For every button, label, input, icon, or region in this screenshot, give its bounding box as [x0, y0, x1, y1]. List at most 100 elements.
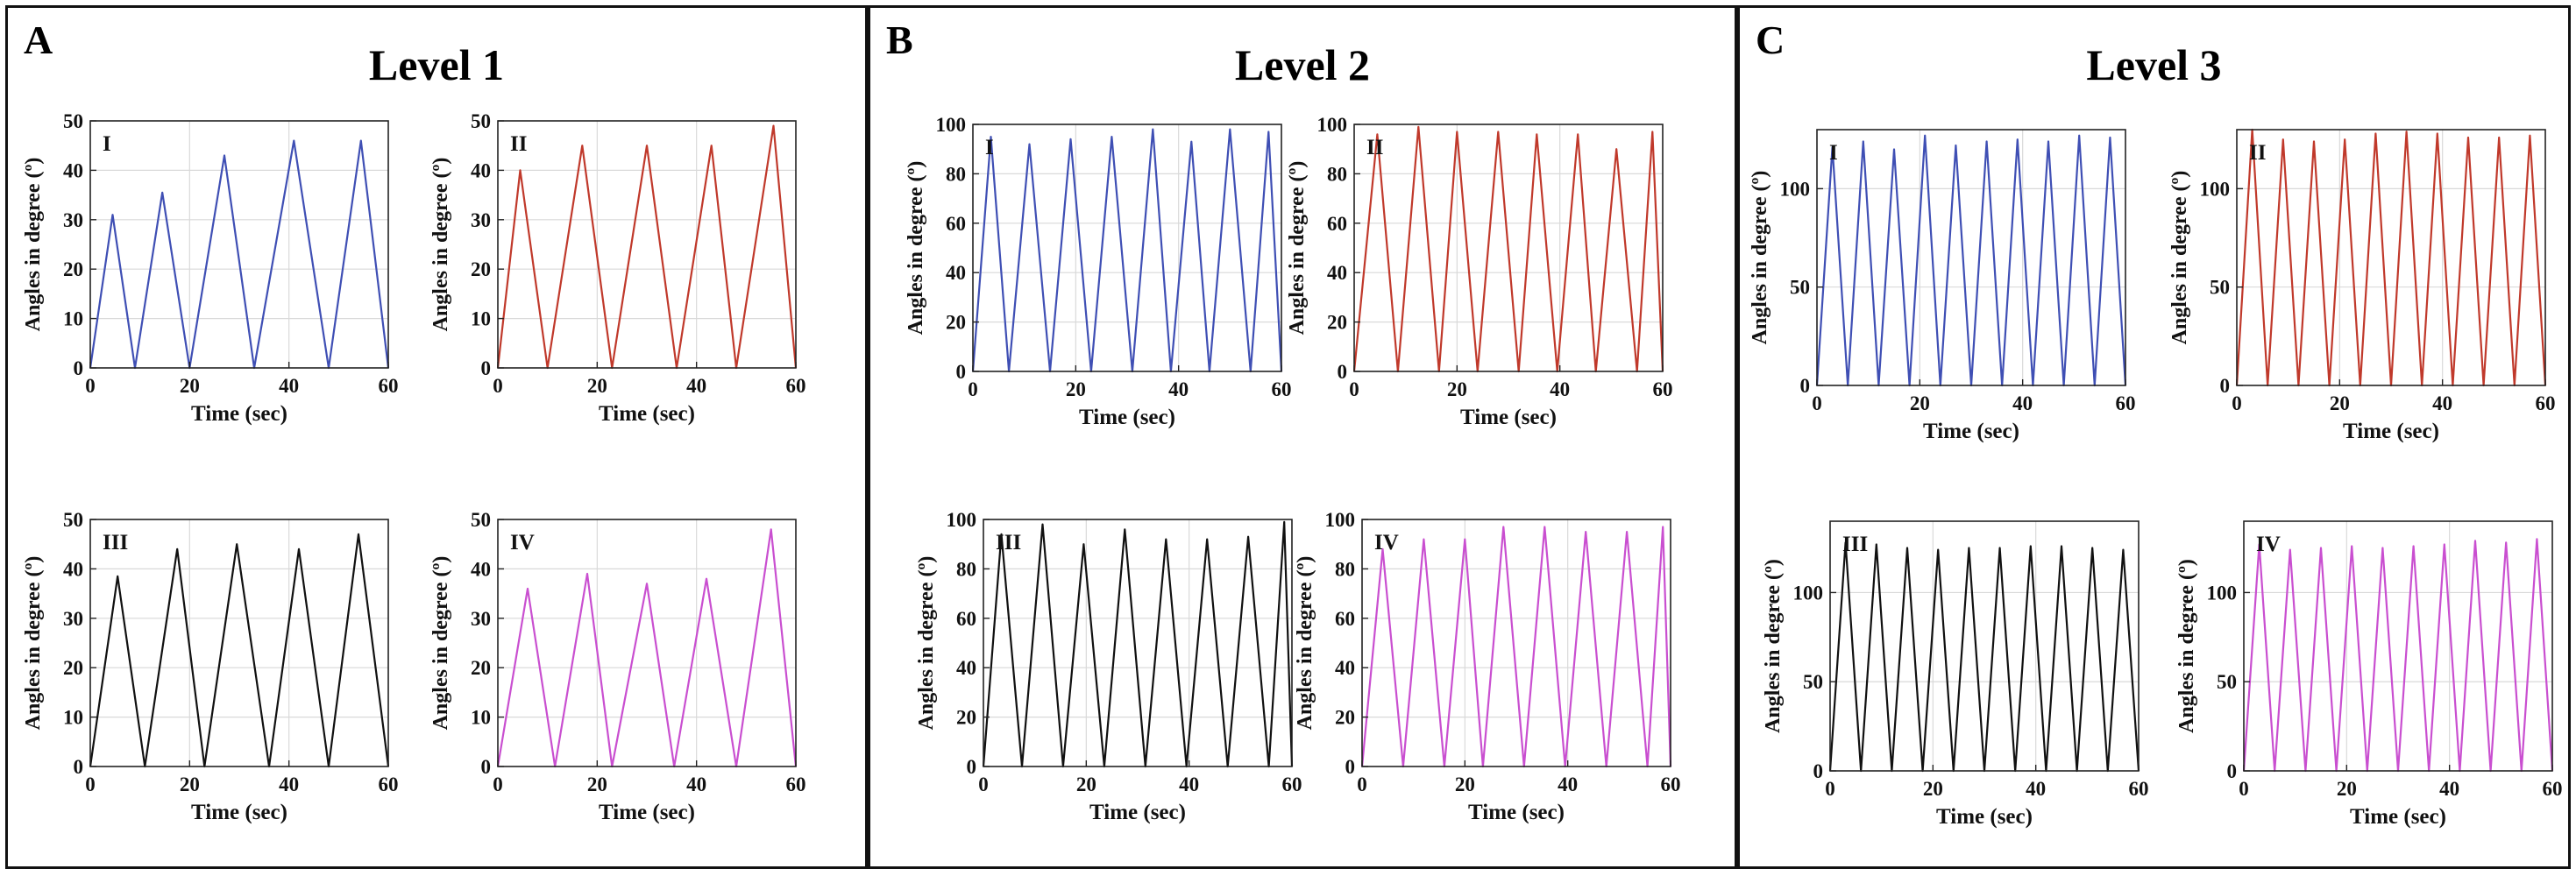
y-tick-label: 40 [1327, 262, 1347, 284]
y-axis-label: Angles in degree (º) [22, 556, 45, 731]
x-tick-label: 0 [1825, 778, 1835, 800]
subplot-label: IV [2256, 533, 2281, 556]
y-tick-label: 50 [1803, 671, 1823, 693]
x-tick-label: 60 [1653, 378, 1673, 400]
y-tick-label: 100 [1793, 582, 1824, 604]
y-tick-label: 0 [2227, 760, 2238, 782]
y-tick-label: 20 [1335, 707, 1355, 729]
y-tick-label: 20 [471, 258, 491, 280]
x-tick-label: 0 [493, 774, 503, 795]
subplot-label: I [1829, 141, 1838, 165]
subplot-label: I [985, 136, 994, 159]
subplot-a-iv: 0 20 40 60 0 10 20 30 40 50 Time (sec) Angles in de… [429, 509, 806, 824]
y-tick-label: 0 [74, 357, 84, 379]
y-tick-label: 50 [1790, 277, 1810, 299]
x-tick-label: 20 [2337, 778, 2357, 800]
x-axis-label: Time (sec) [191, 801, 287, 824]
x-tick-label: 20 [1910, 392, 1930, 414]
x-tick-label: 60 [786, 774, 806, 795]
axes-box [497, 120, 797, 369]
y-tick-label: 20 [471, 657, 491, 679]
y-tick-label: 100 [2207, 582, 2238, 604]
y-tick-label: 60 [1335, 608, 1355, 630]
y-tick-label: 40 [63, 558, 83, 580]
y-axis-label: Angles in degree (º) [22, 158, 45, 332]
series-line [2235, 128, 2547, 387]
x-tick-label: 60 [1282, 774, 1302, 795]
x-tick-label: 0 [978, 774, 989, 795]
x-tick-label: 40 [279, 774, 299, 795]
panel-title: Level 1 [368, 40, 505, 89]
y-tick-label: 0 [967, 756, 977, 778]
x-tick-label: 0 [968, 378, 978, 400]
x-tick-label: 20 [1447, 378, 1467, 400]
y-tick-label: 80 [946, 163, 966, 185]
x-axis-label: Time (sec) [599, 801, 695, 824]
panel-letter: C [1756, 18, 1785, 62]
x-tick-label: 40 [2439, 778, 2459, 800]
y-tick-label: 0 [1345, 756, 1356, 778]
x-tick-label: 20 [180, 774, 200, 795]
panel-title: Level 3 [2086, 40, 2222, 89]
x-tick-label: 0 [85, 375, 96, 397]
x-tick-label: 40 [2432, 392, 2452, 414]
panel-a: A Level 1 [5, 5, 868, 869]
y-tick-label: 0 [2220, 375, 2231, 397]
x-tick-label: 60 [2129, 778, 2149, 800]
y-tick-label: 20 [1327, 312, 1347, 334]
y-tick-label: 0 [956, 361, 967, 383]
y-tick-label: 40 [946, 262, 966, 284]
y-tick-label: 50 [471, 509, 491, 531]
y-tick-label: 40 [63, 159, 83, 181]
x-tick-label: 20 [180, 375, 200, 397]
subplot-c-i: 0 20 40 60 0 50 100 Time (sec) Angles in degree … [1749, 129, 2136, 443]
y-tick-label: 10 [471, 707, 491, 729]
y-axis-label: Angles in degree (º) [2175, 559, 2198, 733]
x-tick-label: 40 [1558, 774, 1578, 795]
y-tick-label: 0 [1800, 375, 1811, 397]
subplot-label: IV [1374, 531, 1399, 555]
y-tick-label: 30 [471, 608, 491, 630]
y-tick-label: 100 [936, 114, 967, 136]
x-tick-label: 40 [2012, 392, 2033, 414]
x-tick-label: 60 [379, 774, 399, 795]
y-tick-label: 100 [947, 509, 977, 531]
axes-box [89, 519, 389, 767]
axes-box [2236, 129, 2546, 386]
x-tick-label: 60 [786, 375, 806, 397]
y-tick-label: 80 [1327, 163, 1347, 185]
y-axis-label: Angles in degree (º) [1286, 161, 1309, 336]
series-line [971, 128, 1283, 373]
x-tick-label: 0 [2239, 778, 2249, 800]
y-tick-label: 60 [1327, 213, 1347, 235]
x-tick-label: 0 [2232, 392, 2242, 414]
x-axis-label: Time (sec) [1468, 801, 1565, 824]
subplot-label: IV [510, 531, 535, 555]
x-tick-label: 20 [587, 774, 607, 795]
x-tick-label: 20 [1455, 774, 1475, 795]
y-tick-label: 50 [2217, 671, 2237, 693]
x-tick-label: 20 [1066, 378, 1086, 400]
subplot-label: I [103, 132, 111, 156]
axes-box [497, 519, 797, 767]
x-tick-label: 40 [1179, 774, 1199, 795]
x-axis-label: Time (sec) [191, 402, 287, 426]
axes-box [1816, 129, 2126, 386]
y-axis-label: Angles in degree (º) [1294, 556, 1316, 731]
subplot-label: II [510, 132, 527, 156]
subplot-label: III [103, 531, 128, 555]
x-axis-label: Time (sec) [1089, 801, 1186, 824]
y-tick-label: 100 [1325, 509, 1356, 531]
y-axis-label: Angles in degree (º) [905, 161, 927, 336]
y-tick-label: 10 [63, 308, 83, 330]
y-tick-label: 40 [471, 558, 491, 580]
subplot-b-iii: 0 20 40 60 0 20 40 60 80 100 Time (sec) Angles in d… [915, 509, 1302, 824]
subplot-b-iv: 0 20 40 60 0 20 40 60 80 100 Time (sec) Angles in d… [1294, 509, 1681, 824]
x-axis-label: Time (sec) [1936, 805, 2033, 829]
subplot-b-ii: 0 20 40 60 0 20 40 60 80 100 Time (sec) Angles in d… [1286, 114, 1673, 429]
subplot-a-iii: 0 20 40 60 0 10 20 30 40 50 Time (sec) Angles in de… [22, 509, 399, 824]
series-line [1352, 125, 1664, 373]
y-tick-label: 10 [471, 308, 491, 330]
axes-box [1829, 520, 2140, 772]
